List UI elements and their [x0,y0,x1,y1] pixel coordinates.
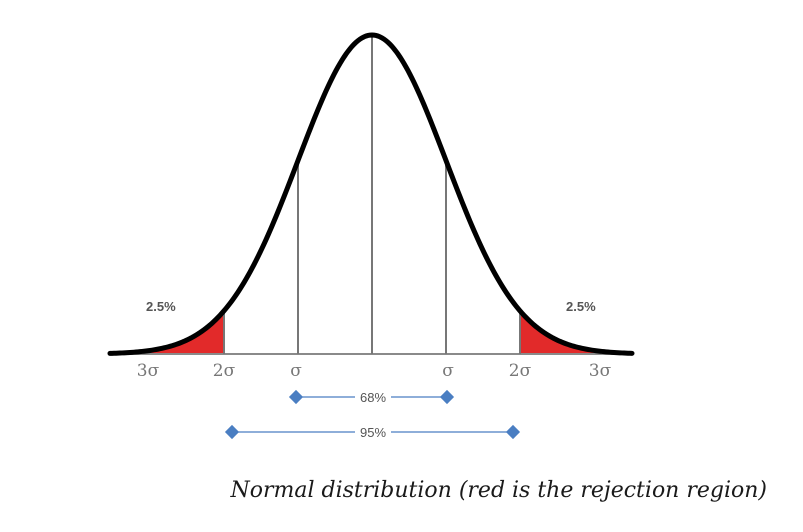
bracket-95: 95% [224,424,521,440]
bracket-95-left-diamond [224,424,240,440]
tick-label-minus-1sigma: σ [290,361,302,381]
bracket-68: 68% [288,389,455,405]
tick-label-plus-2sigma: 2σ [509,361,532,381]
normal-distribution-figure: 2.5% 2.5% 3σ 2σ σ σ 2σ 3σ 68% 95% [107,32,635,440]
bracket-68-label: 68% [360,390,386,405]
left-rejection-region [148,310,224,354]
tick-label-plus-3sigma: 3σ [589,361,612,381]
left-tail-percent: 2.5% [146,299,176,314]
figure-caption: Normal distribution (red is the rejectio… [230,478,767,503]
right-rejection-region [520,310,596,354]
tick-label-minus-3sigma: 3σ [137,361,160,381]
bracket-95-right-diamond [505,424,521,440]
tick-label-minus-2sigma: 2σ [213,361,236,381]
tick-label-plus-1sigma: σ [442,361,454,381]
bracket-95-label: 95% [360,425,386,440]
right-tail-percent: 2.5% [566,299,596,314]
bracket-68-left-diamond [288,389,304,405]
bracket-68-right-diamond [439,389,455,405]
bell-curve [107,32,635,356]
